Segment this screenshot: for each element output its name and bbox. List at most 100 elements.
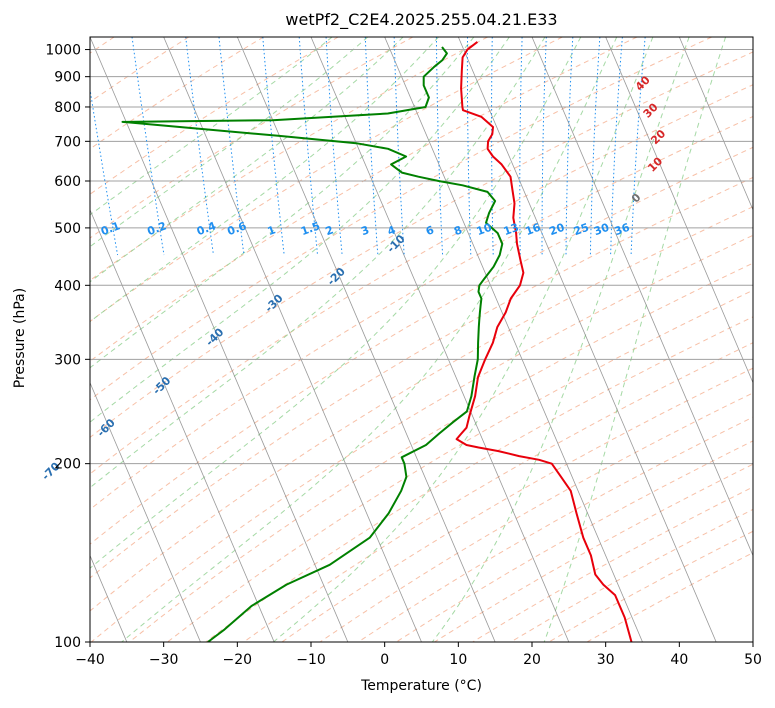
mixing-ratio-line bbox=[90, 86, 119, 256]
dry-adiabat bbox=[90, 51, 753, 438]
dry-adiabat-label: -10 bbox=[384, 232, 407, 255]
dry-adiabat bbox=[510, 508, 753, 642]
mixing-ratio-line bbox=[325, 37, 343, 256]
mixing-ratio-line bbox=[262, 37, 285, 256]
moist-adiabat bbox=[90, 37, 369, 248]
axis-ticks: −40 −30 −20 −10 0 10 20 30 40 5010020030040050060… bbox=[45, 43, 762, 668]
mixing-ratio-line bbox=[131, 37, 165, 256]
moist-adiabat bbox=[90, 37, 404, 283]
isotherm bbox=[90, 208, 275, 642]
isotherm bbox=[678, 37, 753, 211]
dry-adiabat bbox=[90, 115, 753, 511]
mixing-ratio-label: 0.6 bbox=[225, 219, 248, 238]
moist-adiabat bbox=[90, 37, 333, 216]
isotherm bbox=[90, 37, 349, 642]
dry-adiabat-label: -30 bbox=[262, 292, 285, 315]
dry-adiabat-label: -60 bbox=[95, 416, 118, 439]
x-tick-label: 0 bbox=[380, 652, 389, 668]
isotherm bbox=[310, 37, 570, 642]
mixing-ratio-label: 0.4 bbox=[195, 219, 218, 238]
dry-adiabat bbox=[90, 206, 753, 612]
y-tick-label: 900 bbox=[54, 70, 81, 86]
mixing-ratio-label: 3 bbox=[359, 223, 371, 238]
x-tick-label: 50 bbox=[744, 652, 762, 668]
y-tick-label: 600 bbox=[54, 174, 81, 190]
moist-adiabat bbox=[543, 37, 727, 642]
x-tick-label: 40 bbox=[670, 652, 688, 668]
x-tick-label: 30 bbox=[597, 652, 615, 668]
dry-adiabat bbox=[90, 84, 753, 475]
dry-adiabat bbox=[90, 37, 190, 103]
x-tick-label: −10 bbox=[296, 652, 326, 668]
dry-adiabat bbox=[90, 37, 115, 54]
mixing-ratio-label: 4 bbox=[386, 223, 398, 238]
moist-adiabat bbox=[90, 37, 546, 489]
isotherm bbox=[752, 37, 753, 39]
dry-adiabat-label: -20 bbox=[325, 265, 348, 288]
moist-adiabat bbox=[90, 37, 475, 369]
mixing-ratio-label: 2 bbox=[324, 223, 336, 238]
dry-adiabat bbox=[586, 552, 753, 642]
x-tick-label: −40 bbox=[75, 652, 105, 668]
chart-title: wetPf2_C2E4.2025.255.04.21.E33 bbox=[285, 10, 558, 29]
mixing-ratio-label: 16 bbox=[524, 221, 543, 239]
isotherm bbox=[163, 37, 422, 642]
isotherm bbox=[605, 37, 753, 384]
isotherm bbox=[0, 37, 53, 642]
mixing-ratio-label: 6 bbox=[424, 223, 436, 238]
moist-adiabat bbox=[90, 37, 582, 569]
mixing-ratio-line bbox=[393, 37, 405, 256]
mixing-ratio-label: 0.2 bbox=[145, 219, 168, 238]
isotherm bbox=[90, 554, 128, 642]
mixing-ratio-line bbox=[519, 37, 523, 255]
dry-adiabat bbox=[243, 342, 753, 642]
y-tick-label: 1000 bbox=[45, 43, 81, 59]
mixing-ratio-label: 8 bbox=[452, 223, 464, 238]
dry-adiabat bbox=[90, 37, 264, 150]
mixing-ratio-label: 36 bbox=[613, 221, 632, 239]
mixing-ratio-label: 0.1 bbox=[99, 219, 122, 238]
dry-adiabat bbox=[357, 416, 753, 642]
dry-adiabat bbox=[434, 463, 753, 642]
x-axis-label: Temperature (°C) bbox=[361, 678, 482, 694]
dry-adiabat bbox=[90, 37, 339, 195]
mixing-ratio-label: 30 bbox=[592, 221, 611, 239]
moist-adiabat bbox=[90, 37, 439, 323]
dry-adiabat bbox=[90, 37, 563, 323]
dry-adiabat bbox=[90, 37, 488, 282]
mixing-ratio-label: 13 bbox=[502, 221, 521, 238]
mixing-ratio-label: 1.5 bbox=[299, 219, 322, 238]
background-lines bbox=[0, 37, 753, 642]
dry-adiabat bbox=[90, 37, 712, 401]
dry-adiabat bbox=[281, 367, 753, 642]
mixing-ratio-label: 25 bbox=[572, 221, 591, 238]
y-tick-label: 500 bbox=[54, 221, 81, 237]
isotherm bbox=[384, 37, 643, 642]
x-tick-label: −30 bbox=[149, 652, 179, 668]
dry-adiabat-label: -50 bbox=[150, 374, 173, 397]
mixing-ratio-label: 10 bbox=[475, 221, 494, 239]
dry-adiabat bbox=[205, 316, 753, 642]
moist-adiabat bbox=[121, 37, 618, 642]
mixing-ratio-line bbox=[491, 37, 494, 256]
mixing-ratio-line bbox=[435, 37, 444, 256]
mixing-ratio-label: 1 bbox=[266, 223, 278, 238]
y-tick-label: 700 bbox=[54, 134, 81, 150]
isotherm bbox=[236, 37, 496, 642]
moist-adiabat bbox=[273, 37, 654, 642]
x-tick-label: 20 bbox=[523, 652, 541, 668]
y-tick-label: 300 bbox=[54, 352, 81, 368]
dry-adiabat-label: -80 bbox=[0, 488, 1, 511]
y-tick-label: 200 bbox=[54, 457, 81, 473]
plot-frame bbox=[89, 36, 754, 643]
dry-adiabat bbox=[167, 289, 753, 642]
moist-adiabat bbox=[90, 37, 510, 423]
y-tick-label: 400 bbox=[54, 278, 81, 294]
moist-adiabat-label: 10 bbox=[645, 154, 665, 174]
dry-adiabat bbox=[90, 37, 638, 362]
moist-adiabat-label: 0 bbox=[629, 191, 644, 206]
isotherm bbox=[90, 381, 201, 642]
dry-adiabat bbox=[90, 146, 753, 545]
y-tick-label: 800 bbox=[54, 100, 81, 116]
